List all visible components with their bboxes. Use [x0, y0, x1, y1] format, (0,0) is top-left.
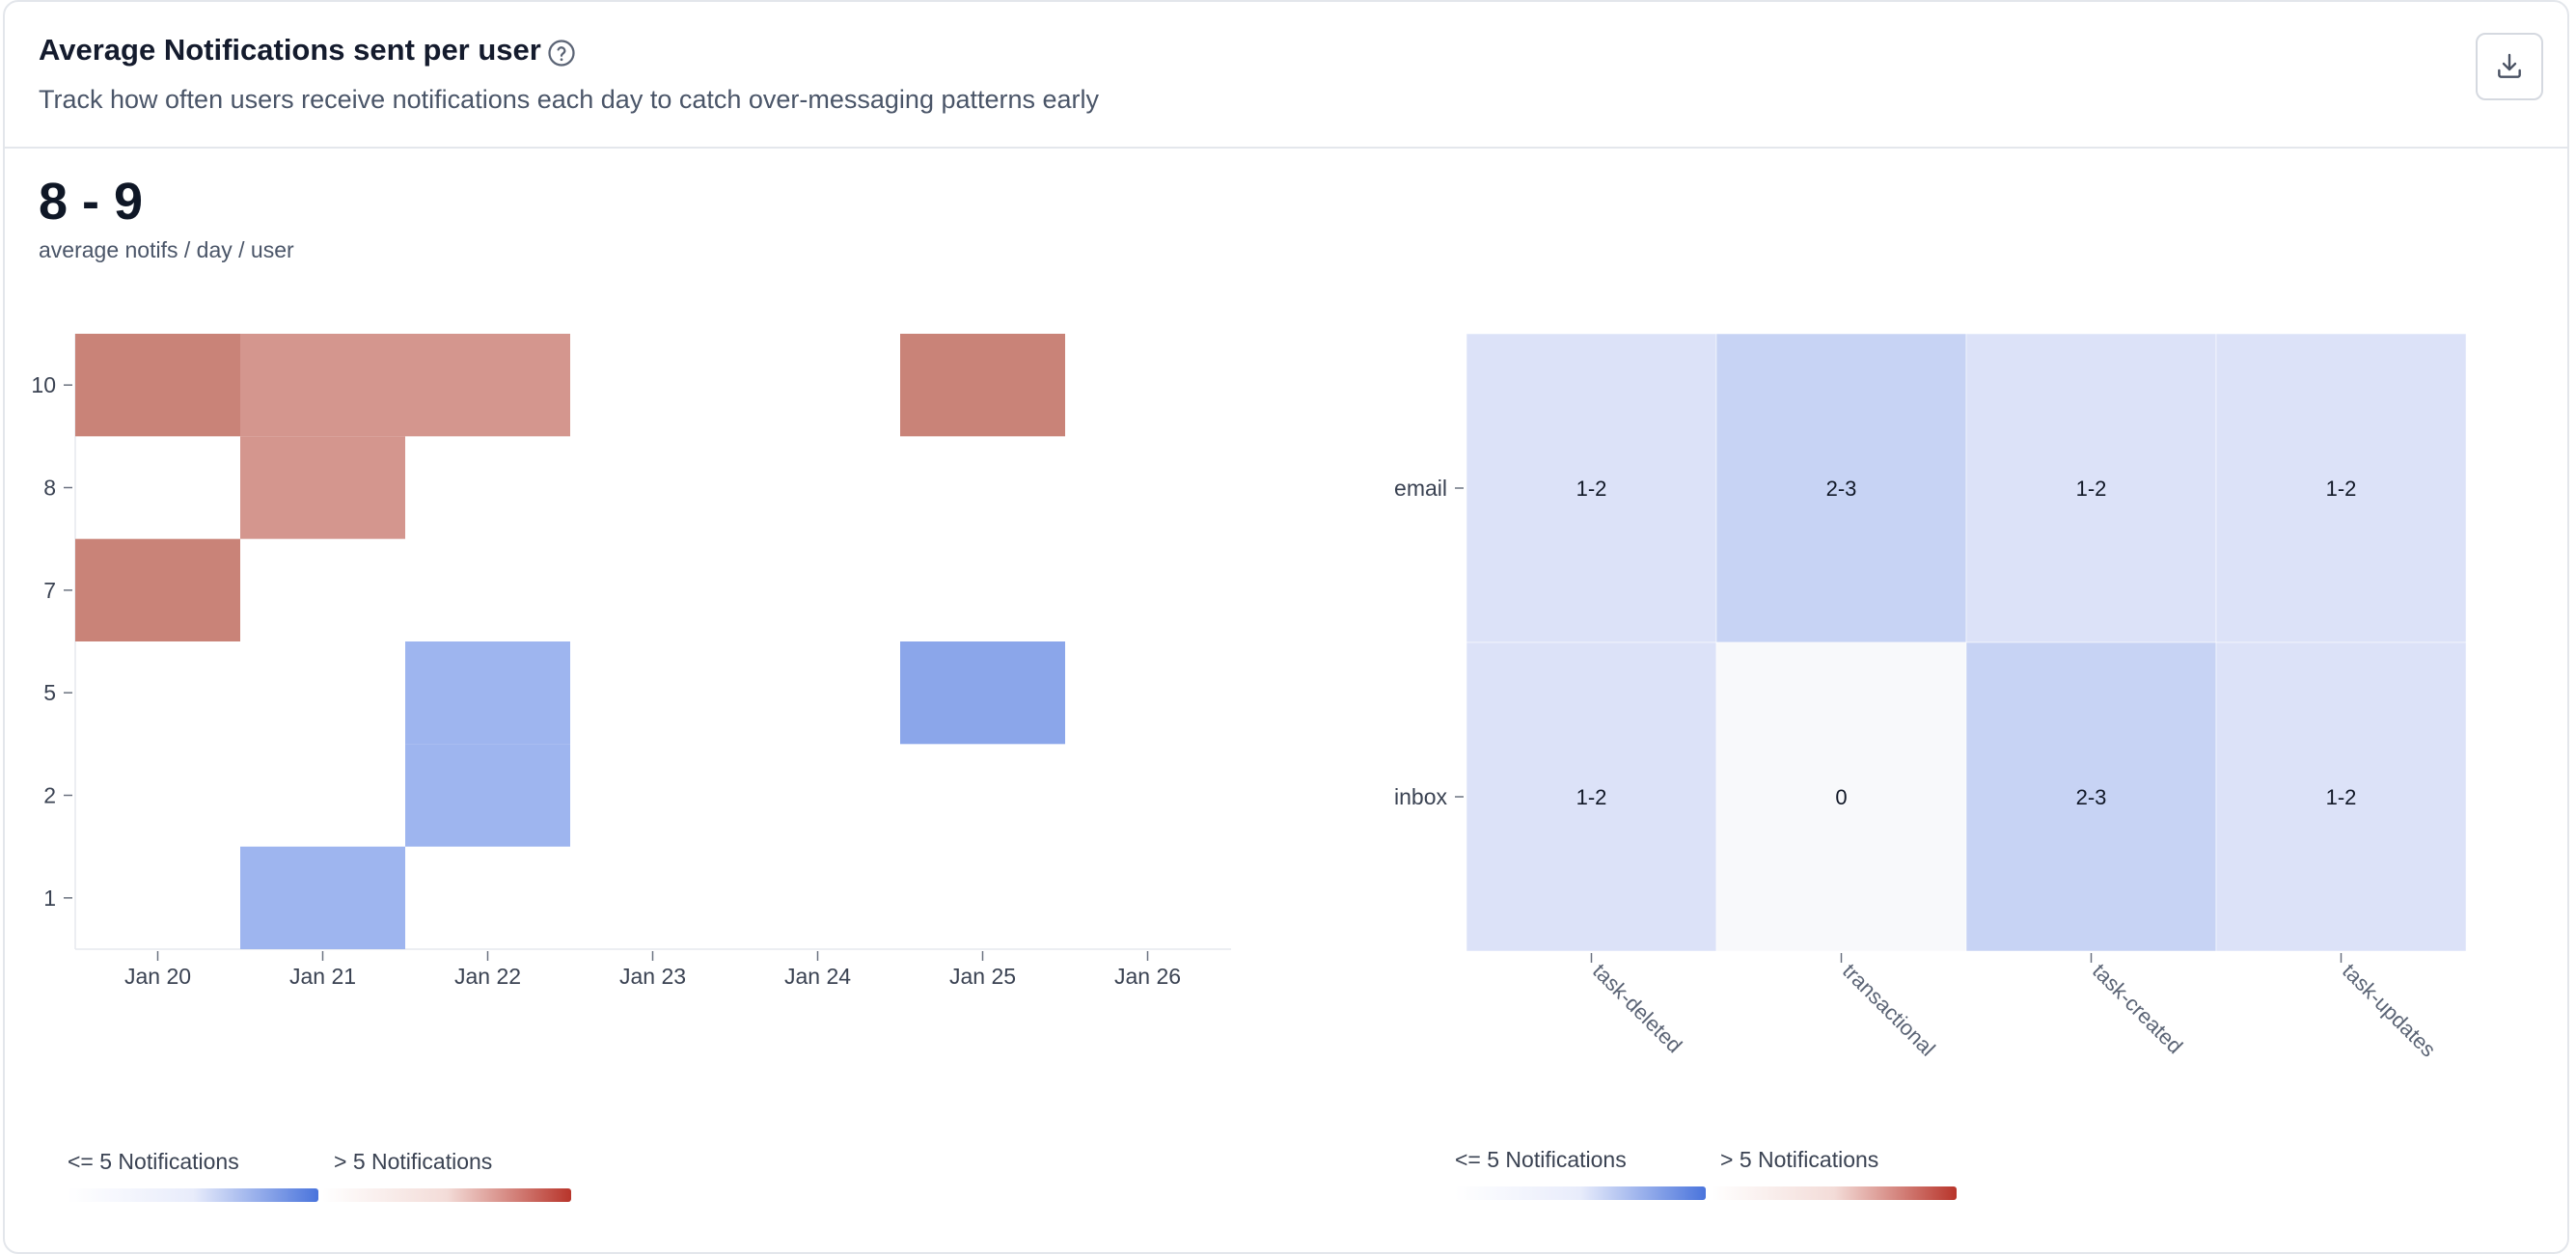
x-tick-label: transactional — [1838, 959, 1940, 1061]
heatmap-cell[interactable] — [1466, 641, 1717, 952]
heatmap-cell[interactable] — [2215, 641, 2467, 952]
x-tick-label: Jan 23 — [619, 964, 686, 989]
cell-value-label: 0 — [1835, 785, 1847, 809]
cell-value-label: 1-2 — [2326, 785, 2357, 809]
heatmap-cell[interactable] — [405, 744, 570, 847]
card-title: Average Notifications sent per user — [39, 33, 541, 67]
y-tick-label: 7 — [43, 578, 56, 603]
download-button[interactable] — [2476, 33, 2543, 100]
heatmap-cell[interactable] — [1715, 333, 1967, 643]
heatmap-cell[interactable] — [405, 334, 570, 437]
metric-label: average notifs / day / user — [39, 237, 294, 262]
heatmap-cell[interactable] — [240, 334, 405, 437]
x-tick-label: task-deleted — [1588, 959, 1686, 1057]
heatmap-cell[interactable] — [2215, 333, 2467, 643]
y-tick-label: inbox — [1394, 784, 1447, 809]
legend-left-low-label: <= 5 Notifications — [68, 1149, 239, 1174]
daily-heatmap: 10 8 7 5 2 1 Jan 20 Jan 21 Jan 22 Jan 23 Jan 24 Jan… — [31, 334, 1231, 989]
legend-right-high-label: > 5 Notifications — [1720, 1147, 1879, 1172]
x-tick-label: Jan 22 — [454, 964, 521, 989]
cell-value-label: 1-2 — [2326, 477, 2357, 501]
card-subtitle: Track how often users receive notificati… — [39, 85, 1100, 114]
y-tick-label: email — [1394, 476, 1447, 501]
download-icon — [2498, 53, 2521, 78]
y-tick-label: 8 — [43, 476, 56, 501]
cell-value-label: 2-3 — [1826, 477, 1857, 501]
cell-value-label: 1-2 — [1576, 785, 1607, 809]
heatmap-cell[interactable] — [75, 538, 240, 641]
legend-right-high-gradient — [1712, 1186, 1957, 1200]
y-tick-label: 10 — [31, 372, 56, 397]
cell-value-label: 1-2 — [1576, 477, 1607, 501]
heatmap-cell[interactable] — [405, 641, 570, 745]
heatmap-cell[interactable] — [1965, 641, 2217, 952]
heatmap-cell[interactable] — [1965, 333, 2217, 643]
heatmap-cell[interactable] — [900, 641, 1065, 745]
x-tick-label: Jan 20 — [124, 964, 191, 989]
legend-right-low-label: <= 5 Notifications — [1455, 1147, 1627, 1172]
heatmap-cell[interactable] — [240, 846, 405, 949]
x-tick-label: task-updates — [2338, 959, 2441, 1062]
channel-heatmap: 1-2 2-3 1-2 1-2 1-2 0 2-3 1-2 email inbox task-del… — [1394, 333, 2467, 1062]
x-tick-label: Jan 26 — [1114, 964, 1181, 989]
legend-right-low-gradient — [1455, 1186, 1706, 1200]
cell-value-label: 1-2 — [2076, 477, 2107, 501]
y-tick-label: 5 — [43, 680, 56, 705]
x-tick-label: task-created — [2088, 959, 2187, 1058]
legend-left-low-gradient — [68, 1188, 318, 1202]
x-tick-label: Jan 24 — [784, 964, 851, 989]
question-circle-icon[interactable] — [547, 39, 576, 68]
heatmap-cell[interactable] — [1715, 641, 1967, 952]
heatmap-cell[interactable] — [900, 334, 1065, 437]
y-tick-label: 2 — [43, 783, 56, 808]
card-header: Average Notifications sent per user Trac… — [5, 2, 2567, 149]
x-tick-label: Jan 25 — [949, 964, 1016, 989]
x-tick-label: Jan 21 — [289, 964, 356, 989]
cell-value-label: 2-3 — [2076, 785, 2107, 809]
heatmap-cell[interactable] — [240, 436, 405, 539]
heatmap-cell[interactable] — [1466, 333, 1717, 643]
heatmap-cell[interactable] — [75, 334, 240, 437]
legend-left-high-label: > 5 Notifications — [334, 1149, 493, 1174]
legend-left-high-gradient — [322, 1188, 571, 1202]
metric-value: 8 - 9 — [39, 173, 144, 231]
y-tick-label: 1 — [43, 886, 56, 911]
